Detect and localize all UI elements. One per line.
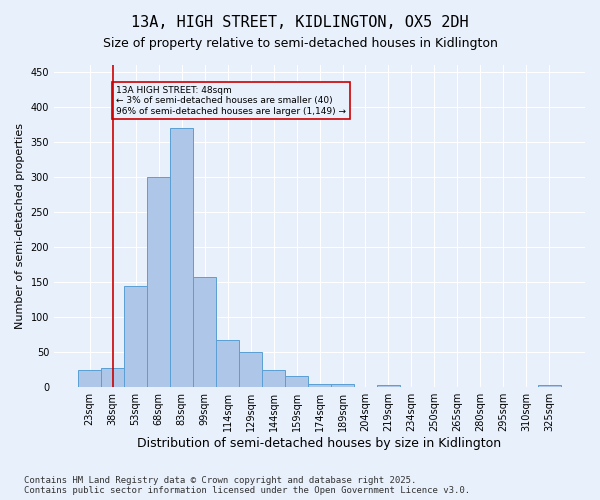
Bar (377, 385, 400, 387)
Bar (101, 368, 124, 387)
Bar (147, 177, 170, 387)
Bar (262, 370, 285, 387)
Bar (285, 376, 308, 387)
Bar (216, 340, 239, 387)
Text: Contains HM Land Registry data © Crown copyright and database right 2025.
Contai: Contains HM Land Registry data © Crown c… (24, 476, 470, 495)
Text: Size of property relative to semi-detached houses in Kidlington: Size of property relative to semi-detach… (103, 38, 497, 51)
Bar (193, 276, 216, 387)
Bar (538, 385, 561, 387)
Bar (308, 384, 331, 387)
X-axis label: Distribution of semi-detached houses by size in Kidlington: Distribution of semi-detached houses by … (137, 437, 502, 450)
Y-axis label: Number of semi-detached properties: Number of semi-detached properties (15, 123, 25, 329)
Bar (170, 128, 193, 387)
Bar (331, 384, 354, 387)
Text: 13A HIGH STREET: 48sqm
← 3% of semi-detached houses are smaller (40)
96% of semi: 13A HIGH STREET: 48sqm ← 3% of semi-deta… (116, 86, 346, 116)
Bar (239, 352, 262, 387)
Bar (124, 286, 147, 387)
Bar (78, 370, 101, 387)
Text: 13A, HIGH STREET, KIDLINGTON, OX5 2DH: 13A, HIGH STREET, KIDLINGTON, OX5 2DH (131, 15, 469, 30)
